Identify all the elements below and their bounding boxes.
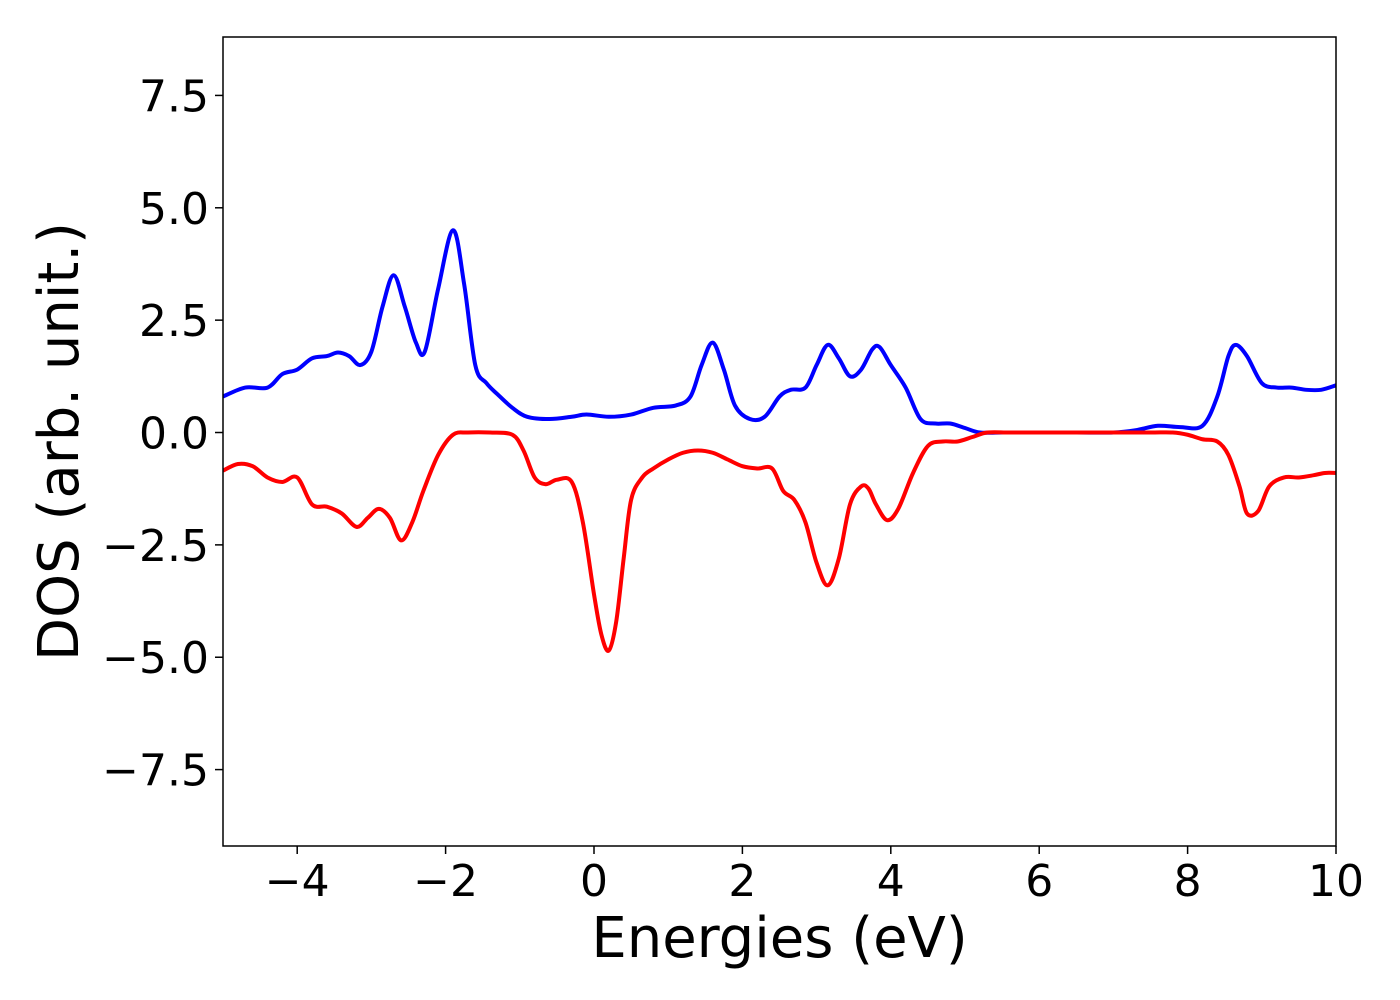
y-tick-label: 0.0 (139, 409, 209, 460)
x-tick-label: 2 (728, 856, 756, 907)
x-tick-label: 10 (1308, 856, 1364, 907)
y-tick-label: 2.5 (139, 296, 209, 347)
y-axis-ticks: −7.5 −5.0 −2.5 0.0 2.5 5.0 7.5 (102, 71, 223, 797)
y-tick-label: −2.5 (102, 521, 209, 572)
plot-frame (222, 36, 1337, 847)
x-tick-label: 8 (1174, 856, 1202, 907)
x-tick-label: −2 (413, 856, 478, 907)
x-tick-label: −4 (265, 856, 330, 907)
y-tick-label: −5.0 (102, 633, 209, 684)
series-line-2 (223, 430, 1336, 653)
x-axis-label: Energies (eV) (591, 906, 967, 971)
series-layer (223, 228, 1336, 653)
x-axis-ticks: −4 −2 0 2 4 6 8 10 (265, 846, 1364, 907)
x-tick-label: 0 (580, 856, 608, 907)
y-tick-label: 7.5 (139, 71, 209, 122)
y-axis-label: DOS (arb. unit.) (27, 222, 92, 661)
series-line-1 (223, 228, 1336, 435)
y-tick-label: −7.5 (102, 746, 209, 797)
x-tick-label: 6 (1025, 856, 1053, 907)
x-tick-label: 4 (877, 856, 905, 907)
y-tick-label: 5.0 (139, 184, 209, 235)
